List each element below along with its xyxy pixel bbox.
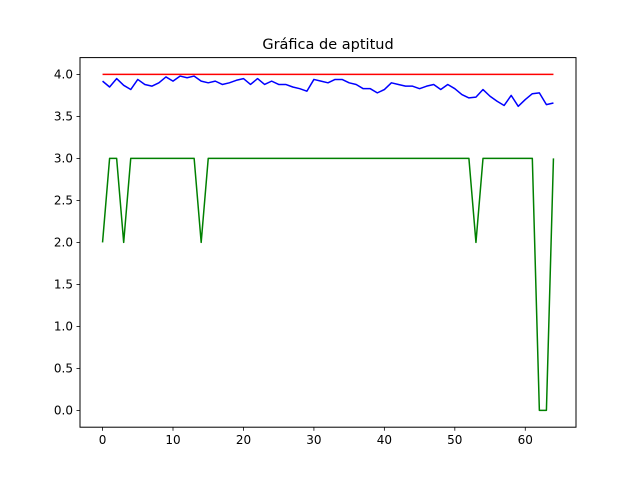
- x-tick-label: 40: [377, 433, 392, 447]
- y-tick-label: 4.0: [54, 68, 73, 82]
- x-tick-label: 50: [447, 433, 462, 447]
- y-tick-label: 1.5: [54, 278, 73, 292]
- y-tick-label: 0.5: [54, 362, 73, 376]
- y-tick-label: 3.5: [54, 110, 73, 124]
- y-tick-label: 2.0: [54, 236, 73, 250]
- x-tick-label: 10: [165, 433, 180, 447]
- y-tick-label: 2.5: [54, 194, 73, 208]
- x-axis: 0 10 20 30 40 50 60: [99, 427, 533, 447]
- x-tick-label: 0: [99, 433, 107, 447]
- y-tick-label: 3.0: [54, 152, 73, 166]
- y-axis: 0.0 0.5 1.0 1.5 2.0 2.5 3.0 3.5 4.0: [54, 68, 80, 418]
- plot-lines: [101, 73, 555, 412]
- x-tick-label: 30: [306, 433, 321, 447]
- chart-title: Gráfica de aptitud: [262, 37, 393, 53]
- series-line-3: [101, 157, 555, 412]
- series-line-2: [102, 75, 554, 108]
- y-tick-label: 0.0: [54, 404, 73, 418]
- y-tick-label: 1.0: [54, 320, 73, 334]
- x-tick-label: 20: [236, 433, 251, 447]
- x-tick-label: 60: [518, 433, 533, 447]
